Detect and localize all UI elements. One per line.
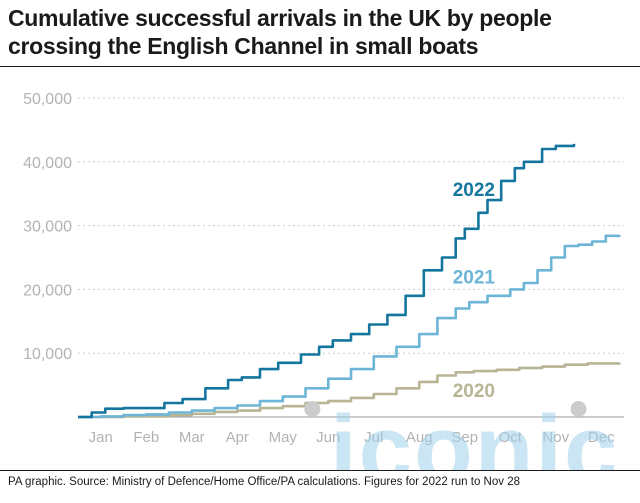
y-tick-label: 20,000 xyxy=(23,282,72,299)
x-tick-label: May xyxy=(269,429,298,446)
watermark-dot xyxy=(570,401,587,417)
title-divider xyxy=(0,66,640,67)
line-chart: 10,000 20,000 30,000 40,000 50,000 Jan Feb Mar… xyxy=(23,91,624,446)
x-tick-label: Jun xyxy=(316,429,340,446)
series-label-2020: 2020 xyxy=(453,381,495,402)
series-line-2020 xyxy=(78,362,621,419)
x-tick-label: Sep xyxy=(451,429,478,446)
x-tick-label: Jan xyxy=(89,429,113,446)
series-line-2022 xyxy=(78,143,576,419)
x-tick-label: Nov xyxy=(542,429,569,446)
x-tick-label: Oct xyxy=(499,429,523,446)
x-tick-label: Aug xyxy=(406,429,433,446)
x-tick-label: Apr xyxy=(226,429,249,446)
watermark-dot xyxy=(304,401,321,417)
series-label-2022: 2022 xyxy=(453,180,495,201)
series-line-2021 xyxy=(78,234,621,419)
y-axis-tick-labels: 10,000 20,000 30,000 40,000 50,000 xyxy=(23,91,72,363)
x-tick-label: Mar xyxy=(179,429,205,446)
y-tick-label: 30,000 xyxy=(23,219,72,236)
x-tick-label: Dec xyxy=(588,429,615,446)
chart-title: Cumulative successful arrivals in the UK… xyxy=(8,5,552,59)
x-tick-label: Jul xyxy=(364,429,383,446)
y-tick-label: 50,000 xyxy=(23,91,72,108)
series-labels: 2020 2021 2022 xyxy=(304,180,587,417)
footer: PA graphic. Source: Ministry of Defence/… xyxy=(0,470,640,497)
y-tick-label: 10,000 xyxy=(23,346,72,363)
y-tick-label: 40,000 xyxy=(23,155,72,172)
source-note: PA graphic. Source: Ministry of Defence/… xyxy=(8,476,520,488)
x-axis-tick-labels: Jan Feb Mar Apr May Jun Jul Aug Sep Oct Nov Dec xyxy=(89,429,615,446)
series-label-2021: 2021 xyxy=(453,268,496,289)
gridlines xyxy=(78,97,624,354)
series-lines xyxy=(78,143,621,419)
x-tick-label: Feb xyxy=(133,429,159,446)
